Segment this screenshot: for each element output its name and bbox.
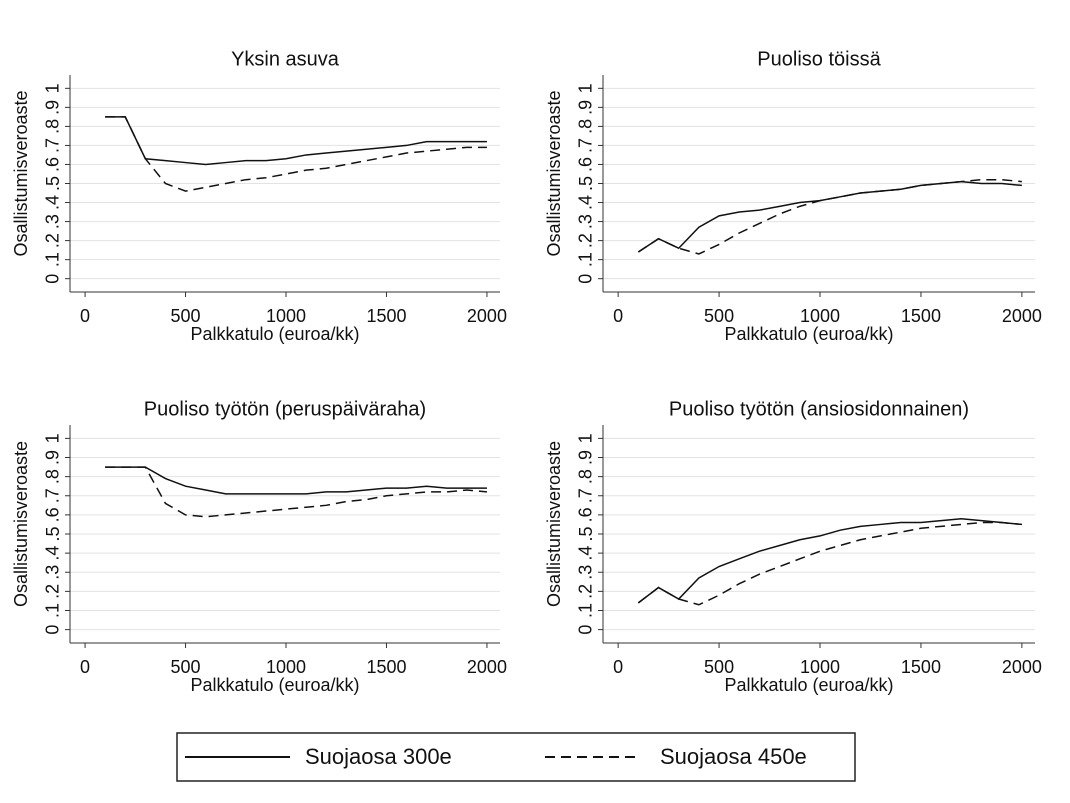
line-series [637, 180, 1022, 253]
y-tick-label: .6 [576, 157, 596, 172]
x-tick-label: 1000 [266, 306, 306, 326]
line-series [105, 466, 488, 518]
x-tick-label: 2000 [467, 657, 507, 677]
y-tick-label: .3 [576, 214, 596, 229]
x-axis-label: Palkkatulo (euroa/kk) [724, 675, 893, 695]
x-tick-label: 1500 [901, 306, 941, 326]
legend-label: Suojaosa 300e [305, 744, 452, 769]
y-tick-label: .8 [43, 469, 63, 484]
x-tick-label: 500 [171, 657, 201, 677]
y-tick-label: .5 [576, 526, 596, 541]
line-series [637, 517, 1022, 604]
y-tick-label: .5 [576, 176, 596, 191]
line-series [637, 521, 1022, 606]
x-tick-label: 1000 [266, 657, 306, 677]
y-tick-label: .4 [576, 546, 596, 561]
y-axis-label: Osallistumisveroaste [544, 90, 564, 256]
chart-title: Yksin asuva [231, 48, 340, 70]
y-tick-label: .8 [576, 119, 596, 134]
x-tick-label: 0 [80, 657, 90, 677]
y-tick-label: .2 [43, 584, 63, 599]
x-tick-label: 500 [704, 306, 734, 326]
chart-title: Puoliso työtön (peruspäiväraha) [144, 398, 426, 420]
y-tick-label: 0 [43, 274, 63, 284]
y-tick-label: 0 [576, 274, 596, 284]
x-axis-label: Palkkatulo (euroa/kk) [190, 675, 359, 695]
x-tick-label: 1500 [366, 657, 406, 677]
y-tick-label: 1 [576, 433, 596, 443]
line-series [105, 116, 487, 166]
y-tick-label: .4 [43, 195, 63, 210]
y-tick-label: .6 [43, 157, 63, 172]
y-tick-label: .8 [43, 119, 63, 134]
y-tick-label: .2 [43, 233, 63, 248]
y-axis-label: Osallistumisveroaste [11, 441, 31, 607]
x-tick-label: 0 [613, 657, 623, 677]
x-tick-label: 1500 [901, 657, 941, 677]
y-tick-label: 1 [43, 83, 63, 93]
y-tick-label: 0 [43, 625, 63, 635]
x-tick-label: 2000 [467, 306, 507, 326]
y-tick-label: .7 [43, 488, 63, 503]
y-tick-label: .4 [576, 195, 596, 210]
y-tick-label: 1 [576, 83, 596, 93]
y-tick-label: .1 [43, 252, 63, 267]
x-tick-label: 500 [704, 657, 734, 677]
x-axis-label: Palkkatulo (euroa/kk) [190, 324, 359, 344]
y-tick-label: .5 [43, 176, 63, 191]
y-tick-label: .3 [43, 214, 63, 229]
line-series [105, 466, 487, 495]
y-axis-label: Osallistumisveroaste [544, 441, 564, 607]
x-tick-label: 1000 [800, 306, 840, 326]
x-axis-label: Palkkatulo (euroa/kk) [724, 324, 893, 344]
x-tick-label: 2000 [1002, 657, 1042, 677]
y-tick-label: .1 [43, 603, 63, 618]
chart-title: Puoliso töissä [757, 48, 881, 70]
y-tick-label: .3 [43, 565, 63, 580]
y-tick-label: .8 [576, 469, 596, 484]
x-tick-label: 0 [80, 306, 90, 326]
line-series [637, 178, 1022, 255]
y-tick-label: .9 [43, 100, 63, 115]
y-tick-label: .9 [576, 450, 596, 465]
y-tick-label: .1 [576, 252, 596, 267]
x-tick-label: 1500 [366, 306, 406, 326]
x-tick-label: 0 [613, 306, 623, 326]
legend-label: Suojaosa 450e [660, 744, 807, 769]
y-tick-label: .5 [43, 526, 63, 541]
y-tick-label: .2 [576, 233, 596, 248]
y-tick-label: .7 [43, 138, 63, 153]
x-tick-label: 1000 [800, 657, 840, 677]
y-tick-label: .1 [576, 603, 596, 618]
line-series [105, 116, 487, 192]
y-tick-label: .9 [576, 100, 596, 115]
y-tick-label: .9 [43, 450, 63, 465]
chart-title: Puoliso työtön (ansiosidonnainen) [669, 398, 969, 420]
x-tick-label: 500 [171, 306, 201, 326]
y-tick-label: 1 [43, 433, 63, 443]
y-tick-label: .7 [576, 488, 596, 503]
y-tick-label: .3 [576, 565, 596, 580]
y-tick-label: .7 [576, 138, 596, 153]
y-tick-label: 0 [576, 625, 596, 635]
y-axis-label: Osallistumisveroaste [11, 90, 31, 256]
y-tick-label: .2 [576, 584, 596, 599]
y-tick-label: .6 [43, 507, 63, 522]
y-tick-label: .6 [576, 507, 596, 522]
y-tick-label: .4 [43, 546, 63, 561]
x-tick-label: 2000 [1002, 306, 1042, 326]
